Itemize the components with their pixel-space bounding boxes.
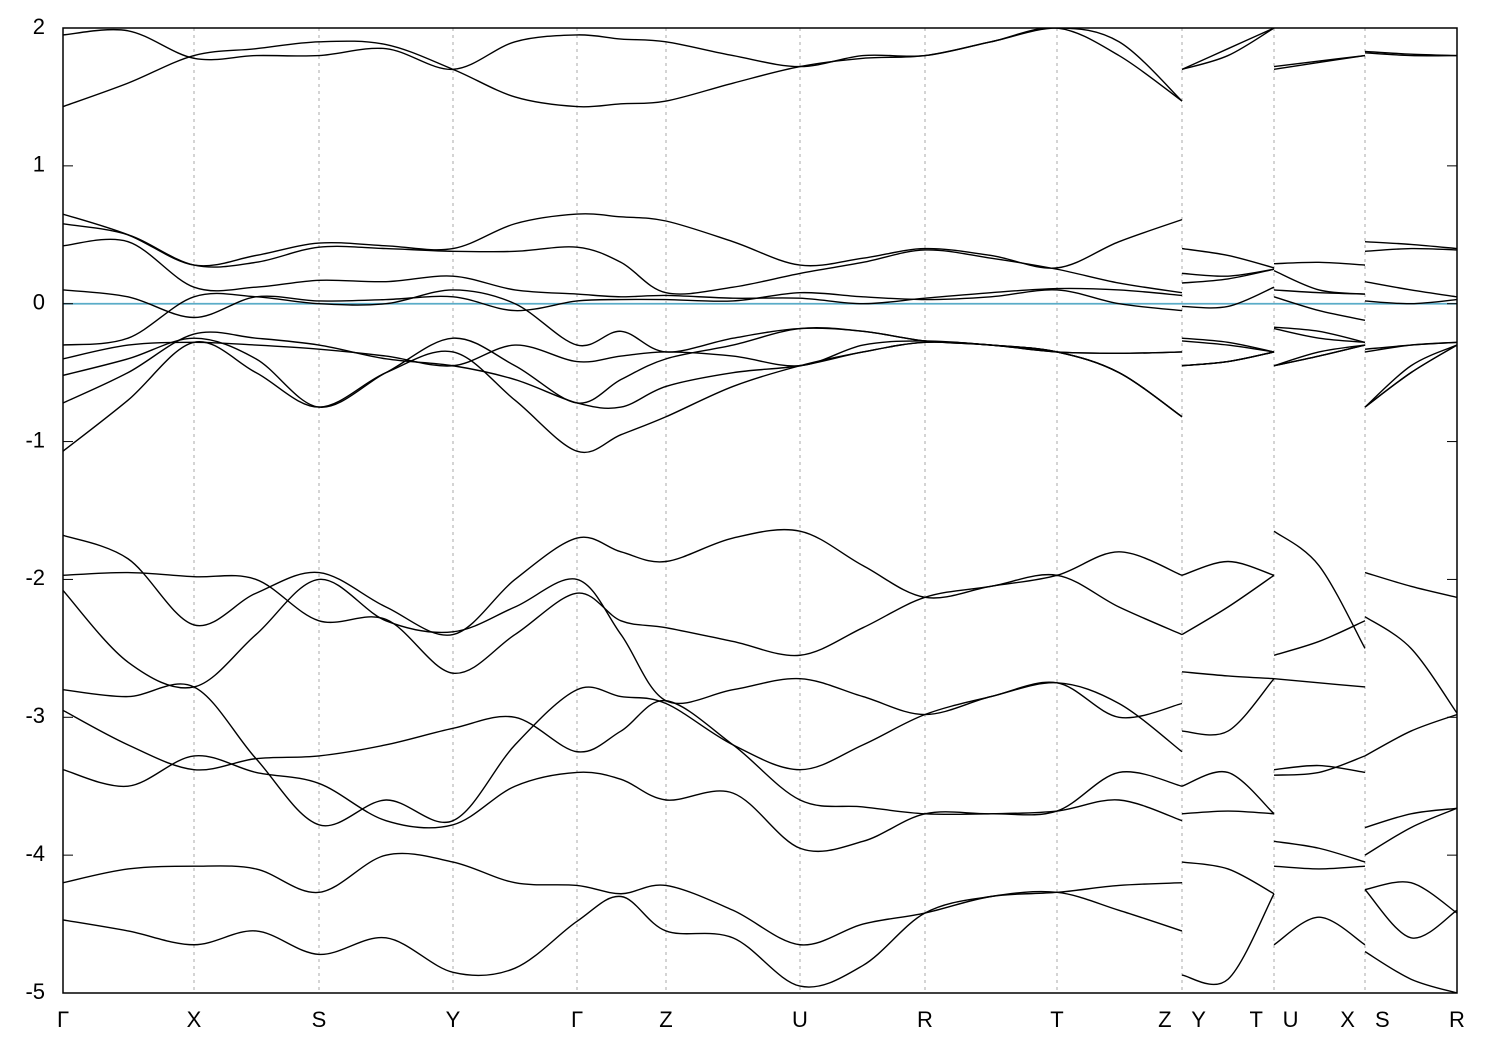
y-tick-label: -5 — [25, 979, 45, 1004]
x-tick-label: X S — [1340, 1007, 1389, 1032]
band-line — [63, 700, 1457, 856]
x-tick-label: U — [792, 1007, 808, 1032]
y-tick-label: 0 — [33, 290, 45, 315]
band-line — [63, 286, 1457, 321]
band-line — [63, 341, 1457, 454]
labels: -5 -4 -3 -2 -1 0 1 2 Γ X S Y Γ Z U R T Z Y T U X S R — [25, 14, 1465, 1032]
x-tick-label: R — [917, 1007, 933, 1032]
x-tick-label: Γ — [57, 1007, 69, 1032]
band-line — [63, 28, 1457, 108]
band-line — [63, 571, 1457, 714]
band-line — [63, 852, 1457, 993]
plot-frame — [62, 27, 1458, 994]
y-tick-label: -4 — [25, 841, 45, 866]
y-tick-label: -3 — [25, 703, 45, 728]
y-tick-label: 2 — [33, 14, 45, 39]
bands — [63, 28, 1457, 993]
band-line — [63, 289, 1457, 355]
band-line — [63, 238, 1457, 305]
x-tick-label: Z Y — [1158, 1007, 1206, 1032]
band-line — [63, 213, 1457, 269]
x-tick-label: Z — [659, 1007, 672, 1032]
x-tick-label: Y — [446, 1007, 461, 1032]
band-line — [63, 528, 1457, 649]
band-line — [63, 28, 1457, 102]
y-tick-label: -1 — [25, 427, 45, 452]
x-tick-label: R — [1449, 1007, 1465, 1032]
y-tick-label: -2 — [25, 565, 45, 590]
band-line — [63, 754, 1457, 914]
band-line — [63, 326, 1457, 408]
band-line — [63, 678, 1457, 829]
band-line — [63, 223, 1457, 295]
x-tick-label: T U — [1249, 1007, 1298, 1032]
x-tick-label: T — [1050, 1007, 1063, 1032]
band-line — [63, 889, 1457, 988]
x-tick-label: X — [187, 1007, 202, 1032]
band-line — [63, 578, 1457, 757]
x-tick-label: S — [312, 1007, 327, 1032]
y-tick-label: 1 — [33, 152, 45, 177]
x-tick-label: Γ — [571, 1007, 583, 1032]
